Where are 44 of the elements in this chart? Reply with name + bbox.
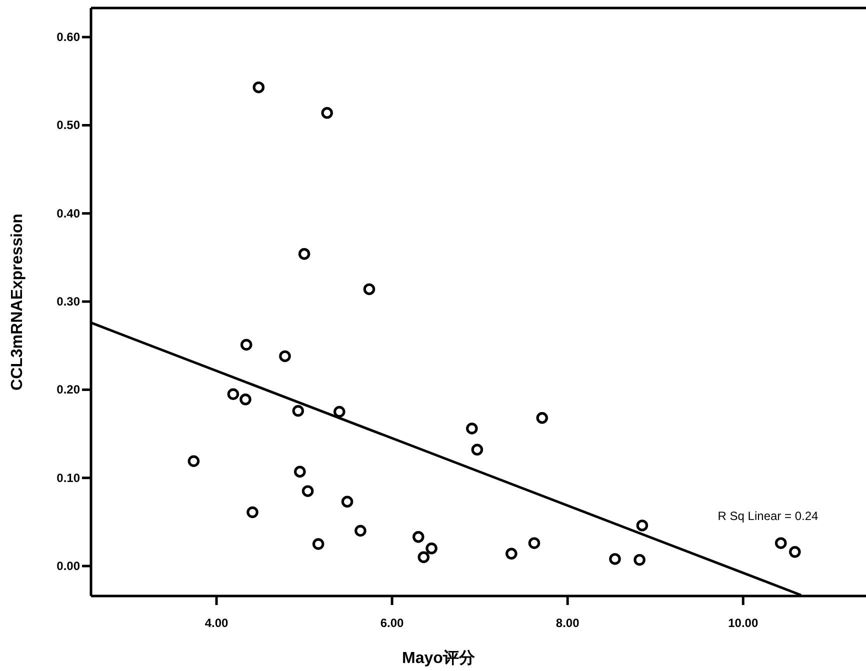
point [418, 551, 430, 564]
point [774, 537, 787, 550]
point [279, 350, 291, 362]
point [466, 422, 478, 434]
point [246, 506, 258, 518]
point [188, 455, 200, 468]
y-tick-label: 0.10 [56, 470, 80, 485]
point [536, 412, 548, 424]
point [412, 531, 424, 543]
y-tick-label: 0.30 [56, 294, 80, 309]
point [341, 496, 354, 508]
point [302, 485, 314, 497]
point [240, 394, 252, 406]
point [609, 553, 621, 565]
point [312, 538, 324, 550]
point [252, 81, 265, 94]
x-tick-label: 10.00 [728, 616, 758, 630]
point [298, 248, 310, 260]
point [294, 466, 306, 478]
point [292, 404, 304, 417]
x-tick-label: 4.00 [204, 616, 229, 630]
y-tick-label: 0.20 [56, 382, 80, 397]
y-tick-label: 0.50 [56, 118, 80, 132]
point [789, 546, 801, 558]
y-axis-title: CCL3mRNAExpression [9, 214, 26, 390]
y-tick-label: 0.00 [56, 559, 80, 574]
point [426, 542, 438, 554]
point [636, 520, 648, 532]
x-axis-title: Mayo评分 [402, 649, 476, 667]
point [227, 388, 240, 400]
y-tick-label: 0.60 [56, 30, 80, 44]
point [321, 107, 333, 119]
y-tick-label: 0.40 [56, 206, 80, 220]
point [634, 554, 646, 566]
x-tick-label: 8.00 [556, 616, 580, 630]
point [240, 338, 252, 351]
point [333, 406, 346, 418]
point [354, 524, 366, 537]
x-tick-label: 6.00 [380, 616, 404, 630]
point [471, 444, 484, 456]
annotation: R Sq Linear = 0.24 [718, 509, 819, 523]
point [506, 548, 518, 560]
point [363, 283, 376, 296]
point [528, 537, 540, 550]
